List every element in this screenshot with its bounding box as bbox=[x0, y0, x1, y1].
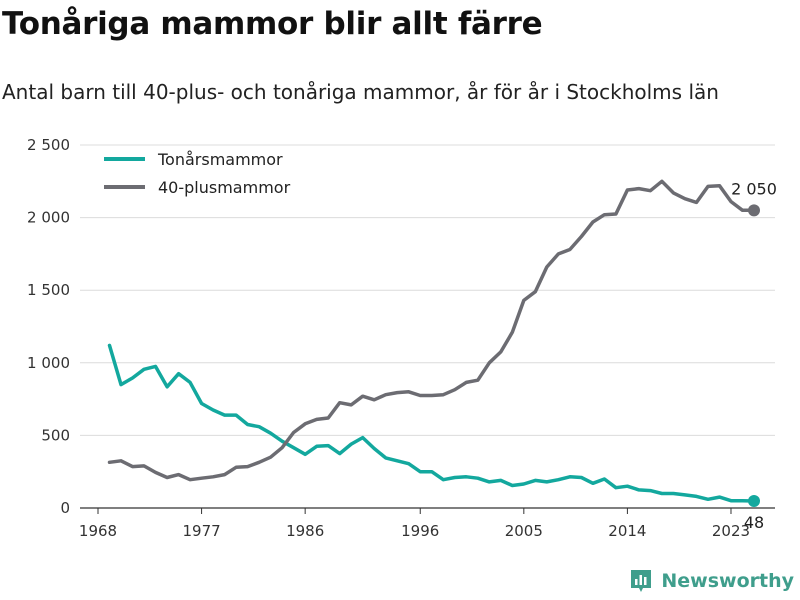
legend: Tonårsmammor 40-plusmammor bbox=[104, 150, 291, 197]
y-tick-label: 0 bbox=[60, 499, 70, 517]
bar-chart-logo-icon bbox=[631, 570, 652, 592]
y-tick-label: 500 bbox=[41, 426, 70, 444]
y-axis-ticks: 0 500 1 000 1 500 2 000 2 500 bbox=[27, 136, 70, 517]
series-line-tonarsmammor bbox=[107, 343, 756, 503]
y-tick-label: 2 500 bbox=[27, 136, 70, 154]
x-tick-label: 1986 bbox=[286, 522, 324, 540]
series-end-point bbox=[748, 495, 760, 508]
x-tick-label: 1968 bbox=[79, 522, 117, 540]
series-end-points: 48 2 050 bbox=[731, 179, 777, 532]
chart-subtitle: Antal barn till 40-plus- och tonåriga ma… bbox=[2, 80, 719, 104]
brand-logo: Newsworthy bbox=[629, 568, 794, 594]
legend-label: 40-plusmammor bbox=[158, 178, 291, 197]
x-axis: 1968 1977 1986 1996 2005 2014 2023 bbox=[79, 507, 775, 540]
brand-name: Newsworthy bbox=[661, 570, 794, 592]
series-lines bbox=[107, 179, 756, 503]
x-tick-label: 1996 bbox=[401, 522, 439, 540]
x-tick-label: 1977 bbox=[182, 522, 220, 540]
x-tick-label: 2005 bbox=[505, 522, 543, 540]
end-value-label: 2 050 bbox=[731, 179, 777, 198]
x-tick-label: 2014 bbox=[608, 522, 646, 540]
grid-lines bbox=[80, 144, 775, 436]
x-tick-label: 2023 bbox=[712, 522, 750, 540]
legend-label: Tonårsmammor bbox=[157, 150, 283, 169]
series-line-40-plusmammor bbox=[107, 179, 756, 482]
y-tick-label: 1 500 bbox=[27, 281, 70, 299]
y-tick-label: 2 000 bbox=[27, 209, 70, 227]
chart-title: Tonåriga mammor blir allt färre bbox=[2, 6, 543, 42]
end-value-label: 48 bbox=[744, 513, 764, 532]
y-tick-label: 1 000 bbox=[27, 354, 70, 372]
series-end-point bbox=[748, 204, 760, 217]
